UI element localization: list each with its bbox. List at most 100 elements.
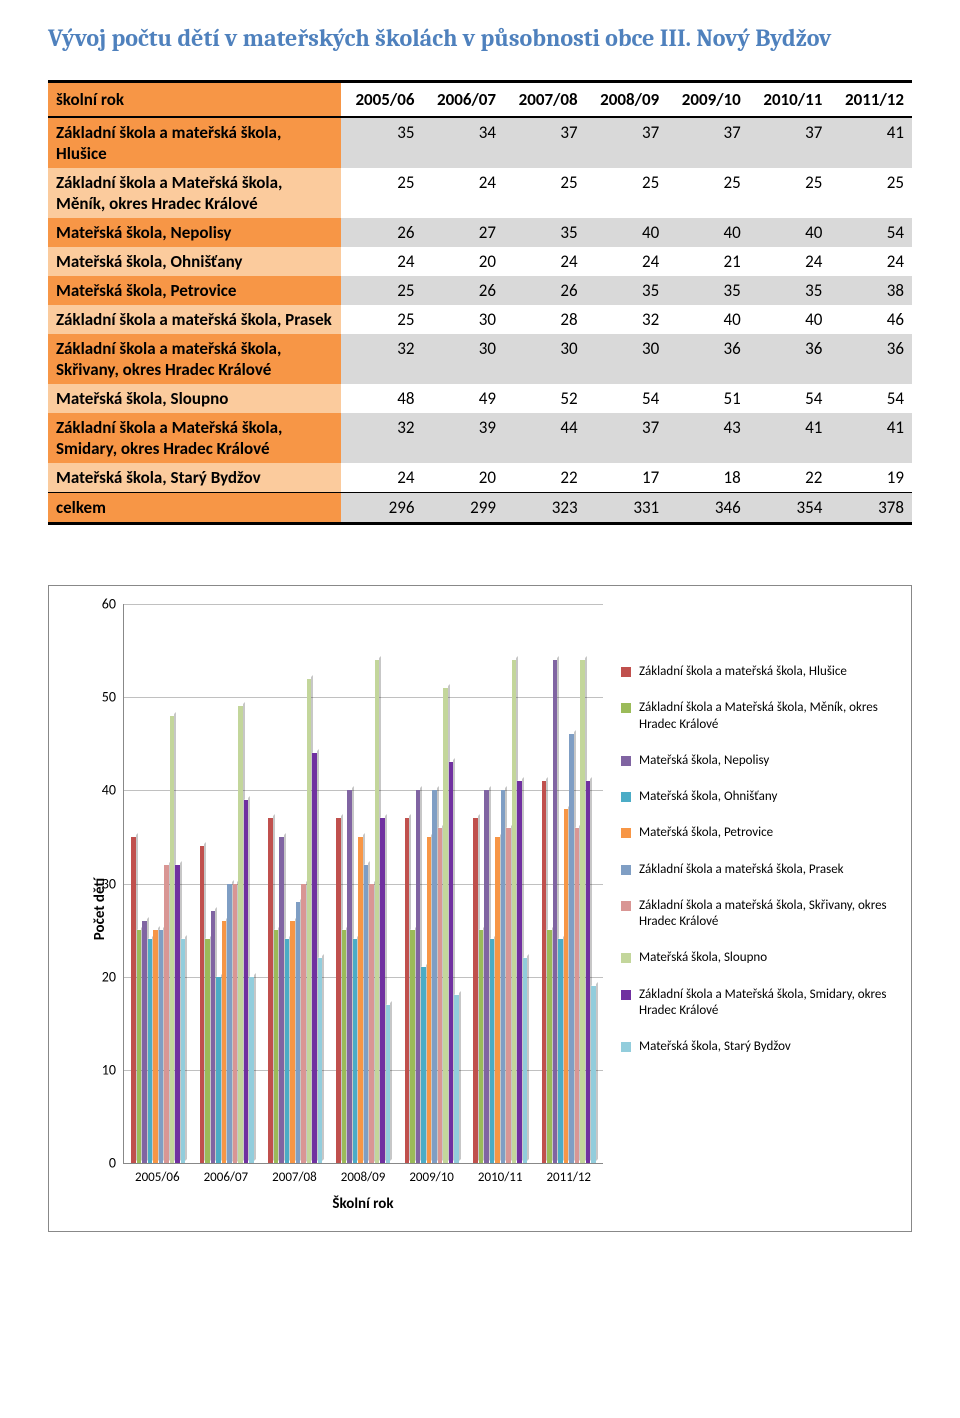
table-total-label: celkem [48, 493, 341, 524]
table-cell: 39 [422, 413, 504, 463]
table-cell: 35 [749, 276, 831, 305]
legend-item: Základní škola a mateřská škola, Prasek [621, 862, 893, 878]
legend-label: Mateřská škola, Starý Bydžov [639, 1039, 791, 1055]
table-column-header: 2006/07 [422, 82, 504, 118]
table-cell: 24 [504, 247, 586, 276]
x-tick-label: 2006/07 [192, 1170, 261, 1185]
table-cell: 49 [422, 384, 504, 413]
table-cell: 35 [586, 276, 668, 305]
table-row-label: Základní škola a mateřská škola, Prasek [48, 305, 341, 334]
bar [205, 939, 210, 1163]
legend-label: Mateřská škola, Petrovice [639, 825, 773, 841]
table-cell: 41 [830, 117, 912, 168]
y-tick-label: 40 [102, 782, 124, 799]
bar [279, 837, 284, 1163]
table-cell: 27 [422, 218, 504, 247]
bar-group [398, 604, 466, 1163]
table-row: Mateřská škola, Nepolisy26273540404054 [48, 218, 912, 247]
bar [296, 902, 301, 1163]
page-title: Vývoj počtu dětí v mateřských školách v … [48, 24, 912, 52]
table-cell: 26 [422, 276, 504, 305]
bar-group [466, 604, 534, 1163]
table-column-header: 2010/11 [749, 82, 831, 118]
legend-swatch [621, 953, 631, 963]
table-cell: 40 [667, 218, 749, 247]
table-row-label: Základní škola a mateřská škola, Hlušice [48, 117, 341, 168]
bar [569, 734, 574, 1163]
table-total-cell: 296 [341, 493, 423, 524]
table-cell: 18 [667, 463, 749, 493]
x-tick-label: 2008/09 [329, 1170, 398, 1185]
data-table: školní rok 2005/062006/072007/082008/092… [48, 80, 912, 525]
table-cell: 17 [586, 463, 668, 493]
bar [580, 660, 585, 1163]
table-row-label: Mateřská škola, Starý Bydžov [48, 463, 341, 493]
table-cell: 37 [667, 117, 749, 168]
table-cell: 19 [830, 463, 912, 493]
bar [148, 939, 153, 1163]
bar [307, 679, 312, 1163]
table-cell: 24 [830, 247, 912, 276]
bar [506, 828, 511, 1163]
bar [410, 930, 415, 1163]
x-tick-label: 2005/06 [123, 1170, 192, 1185]
table-row-label: Mateřská škola, Petrovice [48, 276, 341, 305]
bar [336, 818, 341, 1163]
table-cell: 43 [667, 413, 749, 463]
table-row-label: Mateřská škola, Nepolisy [48, 218, 341, 247]
table-total-cell: 299 [422, 493, 504, 524]
bar [369, 884, 374, 1164]
bar [164, 865, 169, 1163]
table-cell: 51 [667, 384, 749, 413]
table-row: Základní škola a Mateřská škola, Měník, … [48, 168, 912, 218]
table-total-cell: 354 [749, 493, 831, 524]
chart-container: Počet dětí 0102030405060 2005/062006/072… [48, 585, 912, 1232]
chart-plot: 0102030405060 [123, 604, 603, 1164]
table-row: Mateřská škola, Petrovice25262635353538 [48, 276, 912, 305]
legend-item: Mateřská škola, Petrovice [621, 825, 893, 841]
legend-item: Základní škola a Mateřská škola, Smidary… [621, 987, 893, 1020]
table-cell: 38 [830, 276, 912, 305]
table-cell: 26 [504, 276, 586, 305]
bar [227, 884, 232, 1164]
bar [318, 958, 323, 1163]
legend-swatch [621, 990, 631, 1000]
bar [222, 921, 227, 1163]
bar [438, 828, 443, 1163]
bar-group [261, 604, 329, 1163]
bar [586, 781, 591, 1163]
table-cell: 25 [504, 168, 586, 218]
bar [405, 818, 410, 1163]
table-column-header: 2008/09 [586, 82, 668, 118]
table-cell: 36 [749, 334, 831, 384]
x-tick-label: 2007/08 [260, 1170, 329, 1185]
table-cell: 22 [504, 463, 586, 493]
bar [170, 716, 175, 1163]
table-cell: 34 [422, 117, 504, 168]
table-cell: 30 [586, 334, 668, 384]
table-cell: 25 [341, 168, 423, 218]
x-tick-label: 2011/12 [534, 1170, 603, 1185]
table-row-label: Mateřská škola, Sloupno [48, 384, 341, 413]
table-total-row: celkem296299323331346354378 [48, 493, 912, 524]
table-cell: 24 [586, 247, 668, 276]
legend-swatch [621, 828, 631, 838]
bar [591, 986, 596, 1163]
table-cell: 24 [749, 247, 831, 276]
table-column-header: 2007/08 [504, 82, 586, 118]
table-cell: 20 [422, 247, 504, 276]
table-cell: 35 [341, 117, 423, 168]
legend-label: Mateřská škola, Nepolisy [639, 753, 769, 769]
table-cell: 37 [586, 413, 668, 463]
legend-swatch [621, 756, 631, 766]
bar [274, 930, 279, 1163]
table-row: Mateřská škola, Starý Bydžov242022171822… [48, 463, 912, 493]
table-cell: 40 [749, 305, 831, 334]
bar [386, 1005, 391, 1163]
table-cell: 40 [749, 218, 831, 247]
table-total-cell: 323 [504, 493, 586, 524]
table-header-row: školní rok 2005/062006/072007/082008/092… [48, 82, 912, 118]
bar [364, 865, 369, 1163]
table-cell: 40 [586, 218, 668, 247]
table-row: Základní škola a mateřská škola, Skřivan… [48, 334, 912, 384]
